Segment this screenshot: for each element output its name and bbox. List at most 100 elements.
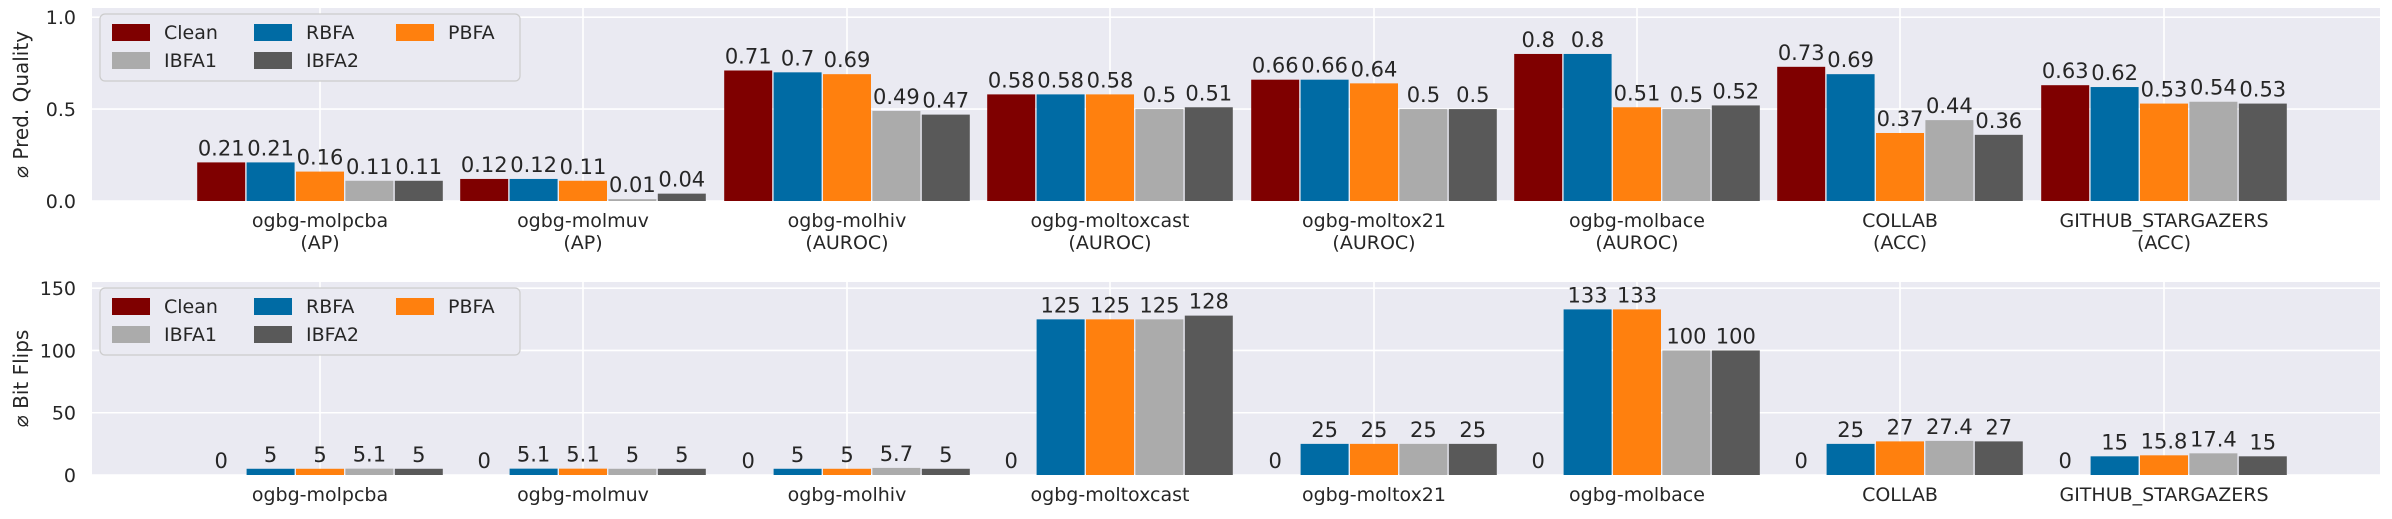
- bar-pbfa: [2140, 455, 2188, 475]
- data-label: 17.4: [2190, 427, 2237, 451]
- legend-swatch: [112, 24, 150, 41]
- data-label: 0.62: [2091, 61, 2138, 85]
- bar-pbfa: [1613, 309, 1661, 475]
- series-clean: 0.21 0.12 0.71 0.58 0.66 0.8 0.73 0.63: [197, 28, 2090, 202]
- bar-rbfa: [1563, 53, 1612, 202]
- legend-label: RBFA: [306, 296, 354, 318]
- y-tick-label: 100: [40, 340, 76, 362]
- bar-ibfa1: [345, 180, 394, 201]
- data-label: 0.8: [1521, 28, 1554, 52]
- bar-pbfa: [559, 468, 607, 475]
- series-clean: 0 0 0 0 0 0 0 0: [215, 449, 2072, 473]
- bar-ibfa1: [1399, 109, 1448, 201]
- data-label: 125: [1090, 293, 1130, 317]
- x-tick-label: ogbg-molmuv: [517, 484, 649, 506]
- x-tick-label: ogbg-moltox21: [1302, 484, 1446, 506]
- x-tick-label: ogbg-moltoxcast: [1031, 484, 1190, 506]
- bar-ibfa2: [1711, 350, 1760, 475]
- data-label: 0.16: [297, 146, 344, 170]
- data-label: 0.64: [1351, 57, 1398, 81]
- legend: Clean RBFA PBFA IBFA1 IBFA2: [99, 13, 521, 82]
- bar-pbfa: [1350, 83, 1398, 201]
- bar-rbfa: [2090, 87, 2139, 201]
- data-label: 0.58: [1087, 68, 1134, 92]
- series-rbfa: 0.21 0.12 0.7 0.58 0.66 0.8 0.69 0.62: [246, 28, 2139, 202]
- legend-label: Clean: [164, 22, 218, 44]
- bar-rbfa: [1036, 319, 1085, 475]
- bar-pbfa: [296, 468, 344, 475]
- bar-pbfa: [1613, 107, 1661, 201]
- legend-item-rbfa: RBFA: [254, 22, 354, 44]
- data-label: 0.54: [2190, 76, 2237, 100]
- bar-pbfa: [559, 180, 607, 201]
- data-label: 0.5: [1143, 83, 1176, 107]
- bar-rbfa: [1826, 74, 1875, 201]
- x-tick-label: ogbg-molhiv: [788, 484, 907, 506]
- data-label: 27: [1985, 415, 2012, 439]
- data-label: 0.5: [1456, 83, 1489, 107]
- data-label: 0.47: [922, 89, 969, 113]
- legend-swatch: [112, 52, 150, 69]
- legend-item-clean: Clean: [112, 296, 218, 318]
- data-label: 0.04: [658, 168, 705, 192]
- data-label: 133: [1568, 283, 1608, 307]
- bar-pbfa: [296, 171, 344, 201]
- legend-label: Clean: [164, 296, 218, 318]
- bar-clean: [1251, 79, 1300, 201]
- series-ibfa1: 0.110.010.49 0.5 0.5 0.5 0.440.54: [345, 76, 2238, 201]
- legend-label: PBFA: [448, 22, 495, 44]
- data-label: 25: [1361, 418, 1388, 442]
- data-label: 5.1: [517, 443, 550, 467]
- bar-ibfa2: [1184, 107, 1233, 201]
- bar-rbfa: [1300, 443, 1349, 475]
- bar-rbfa: [246, 468, 295, 475]
- x-tick-label: ogbg-molmuv (AP): [517, 210, 649, 254]
- data-label: 0.5: [1670, 83, 1703, 107]
- legend-label: RBFA: [306, 22, 354, 44]
- data-label: 0.12: [510, 153, 557, 177]
- data-label: 125: [1041, 293, 1081, 317]
- bar-ibfa2: [394, 468, 443, 475]
- series-ibfa2: 0.11 0.04 0.47 0.51 0.5 0.52 0.36 0.53: [394, 78, 2287, 201]
- data-label: 0: [1005, 449, 1018, 473]
- bar-ibfa1: [608, 199, 657, 201]
- x-tick-label: ogbg-molhiv (AUROC): [788, 210, 907, 254]
- data-label: 5: [675, 443, 688, 467]
- legend-swatch: [396, 24, 434, 41]
- bar-pbfa: [823, 468, 871, 475]
- bar-ibfa1: [1399, 443, 1448, 475]
- y-axis-label: ⌀ Pred. Quality: [9, 31, 33, 178]
- data-label: 128: [1189, 290, 1229, 314]
- data-label: 0.53: [2141, 78, 2188, 102]
- bar-ibfa2: [657, 193, 706, 201]
- data-label: 0.5: [1407, 83, 1440, 107]
- series-ibfa1: 5.1 5 5.7 125 25 100 27.4 17.4: [345, 293, 2238, 475]
- bar-ibfa1: [608, 468, 657, 475]
- data-label: 0.63: [2042, 59, 2089, 83]
- data-label: 0.51: [1614, 81, 1661, 105]
- data-label: 27: [1887, 415, 1914, 439]
- data-label: 0: [1269, 449, 1282, 473]
- data-label: 15.8: [2141, 429, 2188, 453]
- bar-rbfa: [1563, 309, 1612, 475]
- data-label: 25: [1410, 418, 1437, 442]
- data-label: 0.52: [1712, 79, 1759, 103]
- data-label: 0: [2059, 449, 2072, 473]
- x-tick-label: ogbg-molbace: [1569, 484, 1705, 506]
- data-label: 25: [1311, 418, 1338, 442]
- bar-rbfa: [509, 468, 558, 475]
- legend-item-ibfa2: IBFA2: [254, 50, 359, 72]
- bar-ibfa1: [872, 110, 921, 201]
- legend-swatch: [112, 298, 150, 315]
- x-tick-label: ogbg-moltoxcast (AUROC): [1031, 210, 1190, 254]
- bar-pbfa: [823, 74, 871, 201]
- bar-clean: [1514, 53, 1563, 202]
- y-tick-label: 1.0: [46, 7, 76, 29]
- legend: Clean RBFA PBFA IBFA1 IBFA2: [99, 287, 521, 356]
- data-label: 5.1: [353, 443, 386, 467]
- bar-ibfa2: [2238, 103, 2287, 201]
- bar-ibfa1: [1662, 109, 1711, 201]
- legend-item-clean: Clean: [112, 22, 218, 44]
- bar-clean: [1777, 66, 1826, 201]
